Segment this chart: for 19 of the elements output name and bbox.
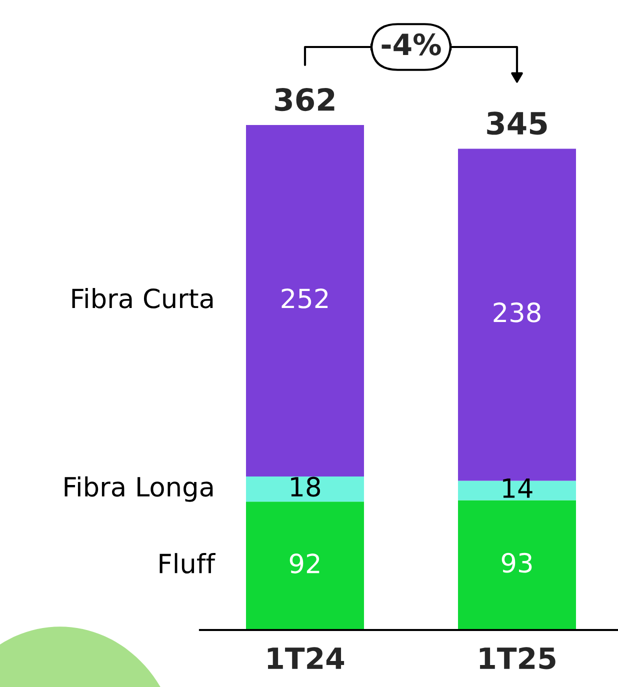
total-label: 362 xyxy=(275,88,334,112)
data-label: 252 xyxy=(282,288,328,308)
data-label: 18 xyxy=(291,476,320,497)
x-tick-label: 1T25 xyxy=(480,647,556,670)
total-label: 345 xyxy=(487,112,547,135)
bar xyxy=(458,480,576,500)
bar xyxy=(246,476,364,502)
series-label: Fibra Curta xyxy=(72,288,213,308)
bar xyxy=(246,125,364,477)
text: -4% xyxy=(382,33,441,56)
series-label: Fibra Longa xyxy=(64,476,213,502)
data-label: 14 xyxy=(503,478,532,498)
x-tick-label: 1T24 xyxy=(268,647,344,669)
series-label: Fluff xyxy=(160,553,216,574)
bar xyxy=(458,500,576,630)
data-label: 238 xyxy=(494,302,540,322)
data-label: 93 xyxy=(502,552,532,573)
bar xyxy=(246,502,364,630)
data-label: 92 xyxy=(290,554,320,574)
